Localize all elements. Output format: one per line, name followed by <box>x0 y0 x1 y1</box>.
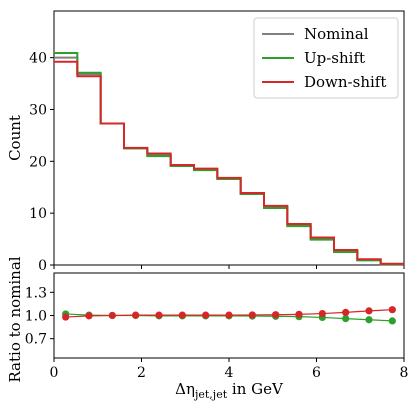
histogram-y-tick-label: 0 <box>38 258 47 274</box>
ratio-point-down-shift <box>108 311 116 320</box>
x-axis-label-subscript: jet,jet <box>193 388 228 401</box>
ratio-panel: 0.7 1.0 1.3 0 2 4 6 8 Ratio to nominal Δηjet,j… <box>6 256 408 401</box>
ratio-x-tick-label: 0 <box>50 365 59 381</box>
legend-label-down-shift: Down-shift <box>304 73 386 91</box>
ratio-x-tick-label: 6 <box>312 365 321 381</box>
ratio-x-tick-label: 2 <box>137 365 146 381</box>
ratio-point-up-shift <box>365 316 373 324</box>
ratio-y-axis-label: Ratio to nominal <box>6 256 24 382</box>
ratio-point-down-shift <box>85 312 93 320</box>
ratio-point-down-shift <box>62 313 70 321</box>
ratio-point-down-shift <box>225 311 233 319</box>
histogram-series-group <box>54 51 404 266</box>
histogram-x-ticks <box>53 265 405 269</box>
legend: Nominal Up-shift Down-shift <box>253 17 399 99</box>
ratio-y-tick-label: 1.0 <box>25 309 47 325</box>
ratio-point-down-shift <box>132 311 140 319</box>
ratio-series-group <box>62 306 396 325</box>
x-axis-label-suffix: in GeV <box>227 380 284 398</box>
ratio-point-down-shift <box>295 310 303 318</box>
histogram-panel: 0 10 20 30 40 Count Nominal Up-shift Down-shif… <box>6 10 405 274</box>
x-axis-label-main: Δη <box>175 380 195 398</box>
ratio-point-down-shift <box>318 309 326 318</box>
ratio-point-up-shift <box>388 317 396 325</box>
histogram-y-tick-label: 40 <box>29 51 47 67</box>
ratio-x-tick-label: 4 <box>225 365 234 381</box>
histogram-y-tick-label: 10 <box>29 206 47 222</box>
histogram-y-ticks: 0 10 20 30 40 <box>29 51 54 274</box>
histogram-line-down-shift <box>54 60 404 265</box>
histogram-y-axis-label: Count <box>6 115 24 161</box>
ratio-y-tick-label: 1.3 <box>25 285 47 301</box>
ratio-point-down-shift <box>178 311 186 319</box>
ratio-point-up-shift <box>342 314 350 323</box>
ratio-y-tick-label: 0.7 <box>25 332 47 348</box>
ratio-point-down-shift <box>155 311 163 319</box>
ratio-y-ticks: 0.7 1.0 1.3 <box>25 285 54 348</box>
ratio-point-down-shift <box>342 308 350 317</box>
ratio-point-down-shift <box>365 307 373 315</box>
ratio-point-down-shift <box>272 311 280 319</box>
legend-label-nominal: Nominal <box>304 25 369 43</box>
x-axis-label: Δηjet,jet in GeV <box>175 380 284 401</box>
ratio-point-down-shift <box>388 306 396 314</box>
legend-box <box>253 17 399 99</box>
histogram-y-tick-label: 30 <box>29 102 47 118</box>
ratio-point-down-shift <box>248 311 256 319</box>
ratio-point-down-shift <box>202 311 210 319</box>
histogram-y-tick-label: 20 <box>29 154 47 170</box>
ratio-x-tick-label: 8 <box>400 365 409 381</box>
legend-label-up-shift: Up-shift <box>304 49 365 67</box>
ratio-x-ticks: 0 2 4 6 8 <box>50 358 409 381</box>
